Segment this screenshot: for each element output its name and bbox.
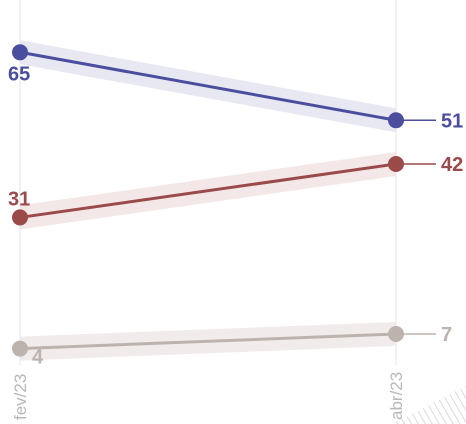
point-start-2: [12, 340, 28, 357]
corner-hatch-decoration: [392, 386, 466, 424]
point-end-2: [388, 326, 404, 342]
point-start-1: [12, 209, 28, 226]
series-line-0: [18, 50, 398, 122]
point-end-0: [388, 112, 404, 129]
point-end-1: [388, 156, 404, 172]
value-label-end-2: 7: [441, 324, 452, 346]
x-tick-label-1: abr/23: [387, 372, 406, 420]
series-line-2: [18, 332, 398, 351]
series-line-1: [18, 162, 398, 219]
point-start-0: [12, 44, 28, 61]
value-label-start-2: 4: [32, 347, 44, 369]
value-label-end-1: 42: [441, 154, 463, 176]
value-label-start-0: 65: [8, 63, 30, 85]
value-label-start-1: 31: [8, 188, 30, 210]
value-label-end-0: 51: [441, 110, 463, 132]
x-tick-label-0: fev/23: [11, 374, 30, 420]
